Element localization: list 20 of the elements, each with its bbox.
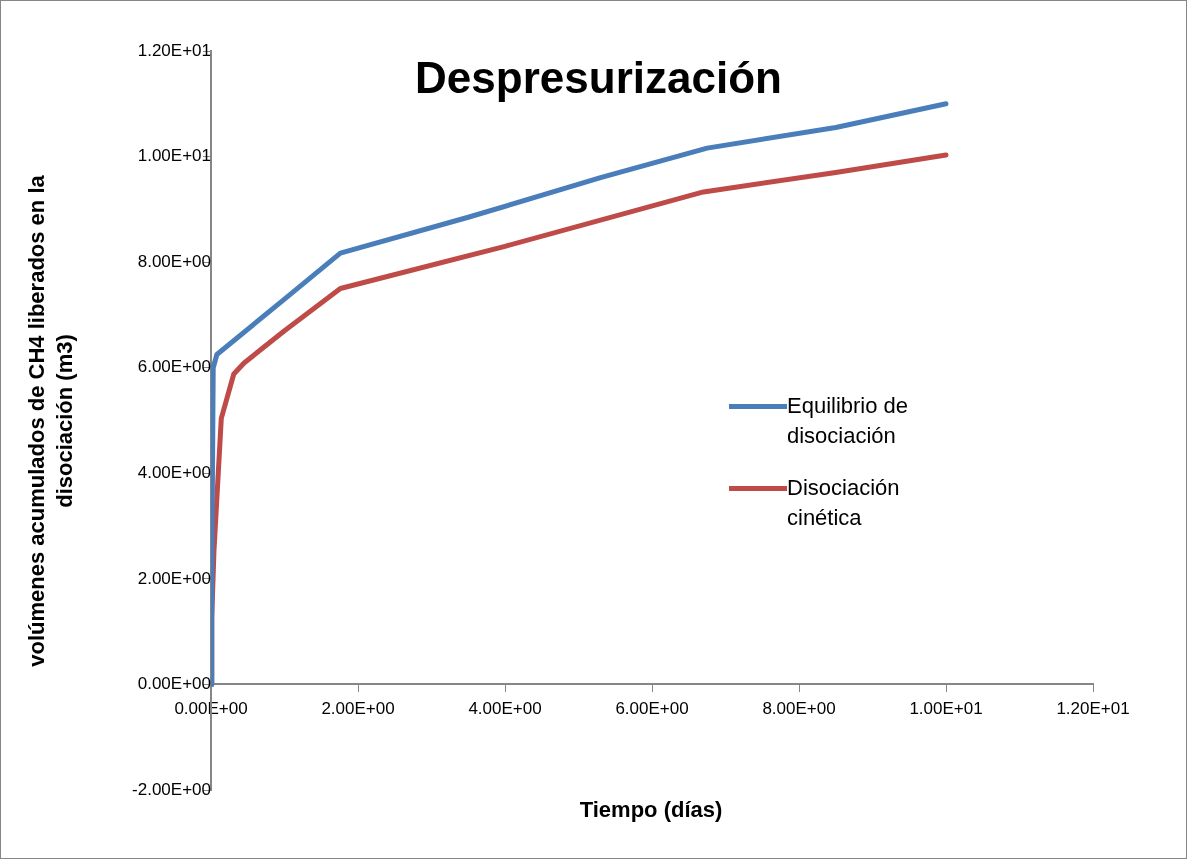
x-tick-label: 8.00E+00 [762, 699, 836, 719]
y-tick-label: 1.00E+01 [137, 146, 211, 166]
x-tick-label: 4.00E+00 [468, 699, 542, 719]
x-tick-label: 1.00E+01 [909, 699, 983, 719]
y-tick-label: 2.00E+00 [137, 568, 211, 588]
chart-title: Despresurización [414, 53, 783, 103]
x-tick-label: 1.20E+01 [1056, 699, 1130, 719]
x-tick-label: 6.00E+00 [615, 699, 689, 719]
y-tick-label: 6.00E+00 [137, 357, 211, 377]
x-axis-title: Tiempo (días) [578, 797, 724, 823]
y-axis-title: volúmenes acumulados de CH4 liberados en la disociación (m3) [23, 174, 78, 669]
legend-label: Disociación cinética [787, 474, 901, 532]
y-tick-label: 1.20E+01 [137, 40, 211, 60]
y-tick-label: 4.00E+00 [137, 462, 211, 482]
y-tick-label: 8.00E+00 [137, 251, 211, 271]
x-tick-label: 2.00E+00 [321, 699, 395, 719]
y-tick-label: -2.00E+00 [132, 779, 211, 799]
legend-label: Equilibrio de disociación [787, 392, 910, 450]
y-tick-label: 0.00E+00 [137, 674, 211, 694]
x-tick-label: 0.00E+00 [174, 699, 248, 719]
